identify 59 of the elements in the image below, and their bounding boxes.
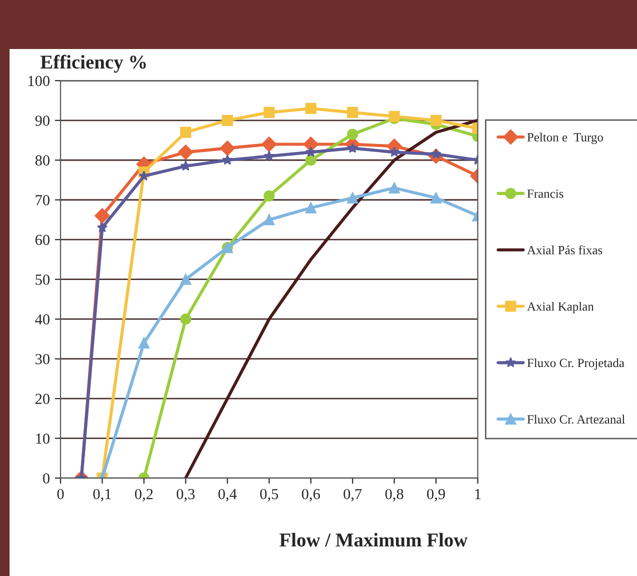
x-tick-label: 0,7 [344, 488, 362, 502]
y-tick-label: 30 [36, 354, 50, 364]
point [264, 214, 275, 226]
x-tick-label: 0,1 [93, 488, 111, 502]
x-axis-title: Flow / Maximum Flow [280, 532, 468, 547]
point [388, 146, 400, 157]
x-tick-label: 0,2 [134, 488, 153, 502]
y-tick-label: 60 [35, 234, 50, 246]
point [347, 142, 358, 153]
point [305, 202, 316, 214]
x-tick-label: 0,8 [385, 488, 404, 502]
x-tick-label: 0,5 [260, 488, 278, 502]
point [220, 140, 235, 156]
point [180, 160, 192, 171]
y-tick-label: 70 [36, 195, 50, 206]
point [347, 192, 358, 204]
y-tick-label: 40 [35, 314, 50, 325]
point [305, 102, 316, 114]
x-tick-label: 1 [475, 489, 481, 500]
legend-label: Axial Pás fixas [527, 245, 602, 254]
y-tick-label: 0 [43, 473, 50, 484]
point [262, 136, 277, 152]
point [180, 274, 192, 285]
point [430, 114, 442, 126]
y-axis-title: Efficiency % [40, 54, 146, 73]
point [180, 314, 192, 325]
x-tick-label: 0 [57, 488, 64, 500]
y-tick-label: 100 [28, 76, 50, 86]
point [96, 222, 108, 232]
y-tick-label: 10 [36, 433, 50, 444]
point [178, 144, 194, 160]
point [180, 126, 192, 138]
x-tick-label: 0,9 [427, 488, 445, 502]
point [138, 337, 150, 349]
y-tick-label: 90 [35, 116, 50, 126]
point [264, 150, 274, 161]
point [347, 106, 358, 118]
legend-label: Fluxo Cr. Artezanal [527, 414, 625, 424]
legend-label: Axial Kaplan [527, 302, 594, 314]
point [222, 114, 233, 126]
y-tick-label: 50 [36, 274, 50, 285]
legend-label: Pelton e Turgo [527, 132, 603, 144]
y-tick-label: 20 [35, 394, 50, 404]
point [430, 192, 442, 204]
x-tick-label: 0,3 [176, 488, 195, 502]
x-tick-label: 0,4 [218, 488, 237, 502]
y-tick-label: 80 [35, 155, 50, 166]
legend-label: Fluxo Cr. Projetada [527, 358, 624, 370]
point [303, 136, 318, 152]
point [264, 106, 275, 118]
point [222, 154, 233, 165]
x-tick-label: 0,6 [302, 488, 320, 502]
point [388, 182, 400, 194]
point [94, 208, 110, 224]
point [264, 190, 275, 202]
point [306, 146, 316, 157]
point [347, 128, 358, 140]
legend-label: Francis [527, 190, 564, 198]
point [305, 154, 316, 166]
